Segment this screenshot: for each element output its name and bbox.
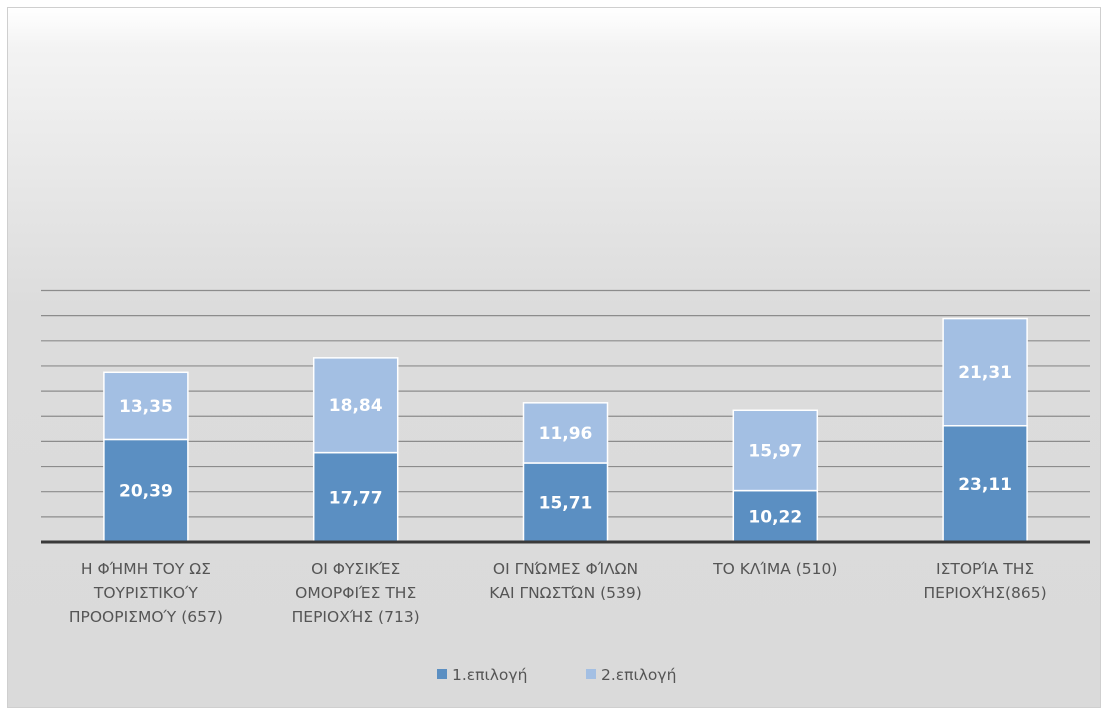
data-label-series2-cat2: 18,84	[329, 396, 383, 416]
category-label-5: ΙΣΤΟΡΊΑ ΤΗΣ ΠΕΡΙΟΧΉΣ(865)	[924, 560, 1047, 602]
bar-series2-cat5	[942, 317, 1028, 427]
bar-series2-cat1	[103, 371, 189, 441]
legend-swatch-1	[437, 669, 447, 679]
data-label-series1-cat3: 15,71	[539, 493, 593, 513]
bar-series2-cat2	[312, 357, 399, 454]
bar-series1-cat3	[522, 462, 609, 543]
bar-series1-cat5	[942, 425, 1028, 543]
legend-label-1: 1.επιλογή	[452, 666, 527, 684]
category-label-2: ΟΙ ΦΥΣΙΚΈΣ ΟΜΟΡΦΙΈΣ ΤΗΣ ΠΕΡΙΟΧΉΣ (713)	[292, 560, 420, 626]
stacked-bar-chart: 20,39 13,35 17,77 18,84 15,71 11,96 10,22 15,97…	[41, 289, 1090, 684]
data-label-series2-cat4: 15,97	[748, 441, 802, 461]
data-label-series2-cat3: 11,96	[539, 424, 593, 444]
data-label-series1-cat2: 17,77	[329, 488, 383, 508]
data-label-series1-cat1: 20,39	[119, 482, 173, 502]
category-label-4: ΤΟ ΚΛΊΜΑ (510)	[712, 560, 837, 578]
data-label-series2-cat5: 21,31	[958, 363, 1012, 383]
category-label-1: Η ΦΉΜΗ ΤΟΥ ΩΣ ΤΟΥΡΙΣΤΙΚΟΎ ΠΡΟΟΡΙΣΜΟΎ (657)	[69, 560, 223, 626]
data-label-series1-cat4: 10,22	[748, 507, 802, 527]
legend-label-2: 2.επιλογή	[601, 666, 676, 684]
data-label-series1-cat5: 23,11	[958, 475, 1012, 495]
chart-area: 20,39 13,35 17,77 18,84 15,71 11,96 10,22 15,97…	[7, 7, 1101, 708]
bar-series2-cat4	[732, 409, 819, 492]
legend: 1.επιλογή 2.επιλογή	[437, 666, 676, 684]
category-label-3: ΟΙ ΓΝΏΜΕΣ ΦΊΛΩΝ ΚΑΙ ΓΝΩΣΤΏΝ (539)	[489, 560, 642, 602]
bar-series2-cat3	[522, 402, 609, 464]
data-label-series2-cat1: 13,35	[119, 397, 173, 417]
bar-series1-cat4	[732, 489, 819, 543]
legend-swatch-2	[586, 669, 596, 679]
data-labels: 20,39 13,35 17,77 18,84 15,71 11,96 10,22 15,97…	[119, 363, 1012, 527]
category-labels: Η ΦΉΜΗ ΤΟΥ ΩΣ ΤΟΥΡΙΣΤΙΚΟΎ ΠΡΟΟΡΙΣΜΟΎ (657)…	[69, 560, 1047, 626]
